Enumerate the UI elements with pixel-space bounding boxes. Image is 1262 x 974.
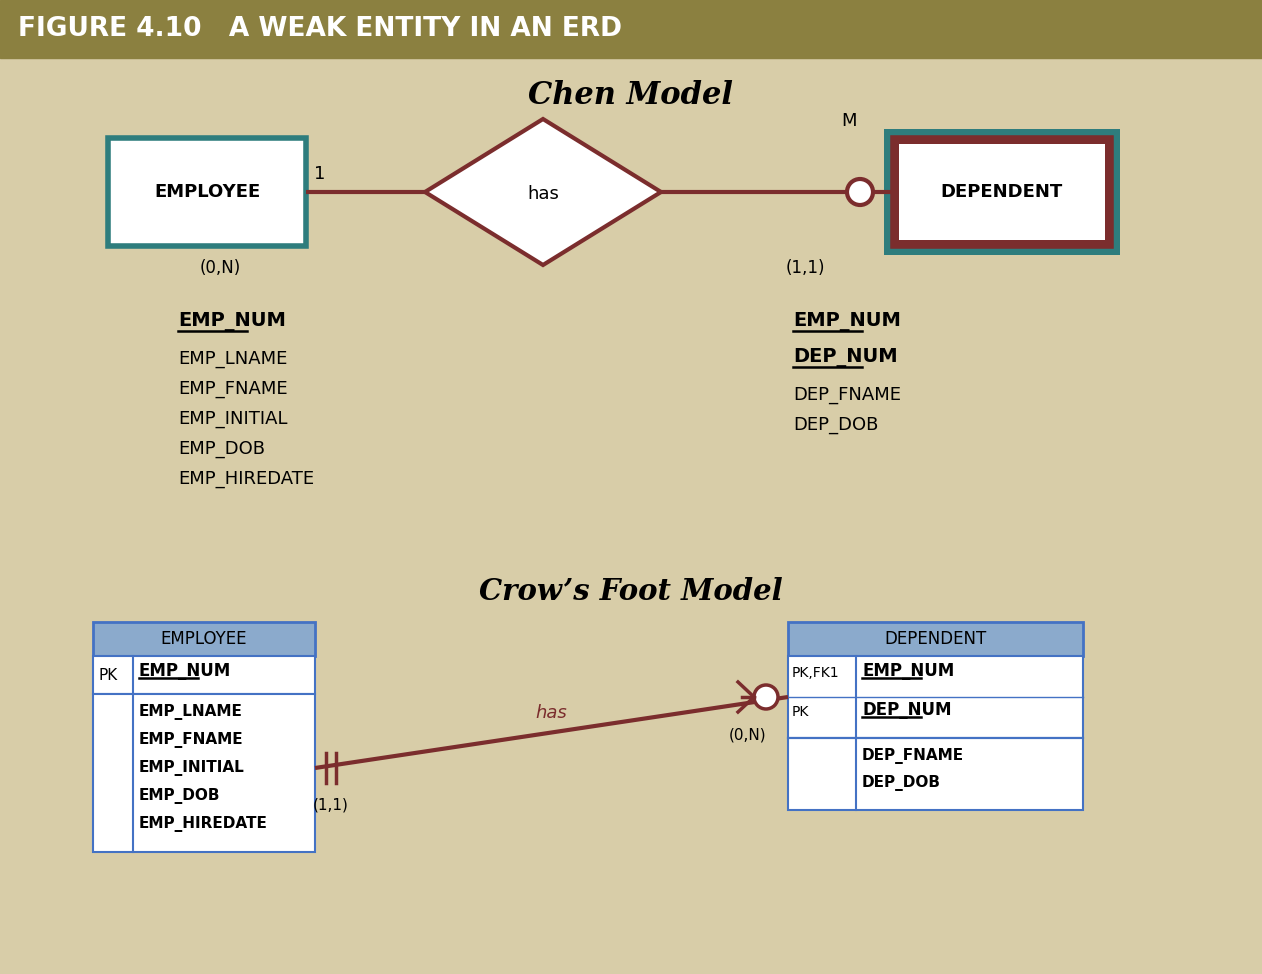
Bar	[899, 144, 1106, 240]
Text: EMPLOYEE: EMPLOYEE	[154, 183, 260, 201]
Text: (0,N): (0,N)	[199, 259, 241, 277]
Text: PK: PK	[793, 705, 809, 719]
Text: PK,FK1: PK,FK1	[793, 666, 839, 680]
Text: EMP_FNAME: EMP_FNAME	[178, 380, 288, 398]
Text: EMP_NUM: EMP_NUM	[178, 312, 286, 331]
Text: M: M	[840, 112, 857, 130]
Text: DEP_DOB: DEP_DOB	[793, 416, 878, 434]
Text: FIGURE 4.10   A WEAK ENTITY IN AN ERD: FIGURE 4.10 A WEAK ENTITY IN AN ERD	[18, 16, 622, 42]
Bar	[787, 622, 1083, 656]
Text: EMP_HIREDATE: EMP_HIREDATE	[178, 470, 314, 488]
Text: EMP_FNAME: EMP_FNAME	[139, 732, 244, 748]
Text: 1: 1	[314, 165, 326, 183]
Bar	[787, 738, 1083, 810]
Text: EMP_HIREDATE: EMP_HIREDATE	[139, 816, 268, 832]
Text: EMP_DOB: EMP_DOB	[178, 440, 265, 458]
Circle shape	[753, 685, 777, 709]
Bar	[93, 656, 316, 694]
Bar	[893, 138, 1111, 246]
Text: Crow’s Foot Model: Crow’s Foot Model	[480, 578, 782, 607]
Bar	[109, 138, 305, 246]
Text: DEP_FNAME: DEP_FNAME	[862, 748, 964, 764]
Bar	[93, 622, 316, 656]
Text: EMP_INITIAL: EMP_INITIAL	[139, 760, 245, 776]
Bar	[93, 694, 316, 852]
Text: EMP_DOB: EMP_DOB	[139, 788, 221, 804]
Polygon shape	[425, 119, 661, 265]
Text: EMP_NUM: EMP_NUM	[139, 662, 231, 680]
Text: EMP_NUM: EMP_NUM	[862, 662, 954, 680]
Text: EMP_NUM: EMP_NUM	[793, 312, 901, 331]
Text: EMP_LNAME: EMP_LNAME	[178, 350, 288, 368]
Bar	[0, 0, 1262, 58]
Circle shape	[847, 179, 873, 205]
Text: has: has	[528, 185, 559, 203]
Text: DEP_DOB: DEP_DOB	[862, 775, 941, 791]
Text: DEPENDENT: DEPENDENT	[941, 183, 1063, 201]
Text: has: has	[535, 703, 568, 722]
Bar	[883, 129, 1119, 255]
Text: DEP_FNAME: DEP_FNAME	[793, 386, 901, 404]
Text: PK: PK	[98, 667, 119, 683]
Text: DEP_NUM: DEP_NUM	[862, 701, 952, 719]
Text: Chen Model: Chen Model	[529, 81, 733, 111]
Text: EMP_LNAME: EMP_LNAME	[139, 704, 242, 720]
Text: DEPENDENT: DEPENDENT	[885, 630, 987, 648]
Text: EMP_INITIAL: EMP_INITIAL	[178, 410, 288, 428]
Text: (1,1): (1,1)	[785, 259, 825, 277]
Text: DEP_NUM: DEP_NUM	[793, 348, 897, 367]
Bar	[787, 656, 1083, 738]
Text: EMPLOYEE: EMPLOYEE	[160, 630, 247, 648]
Text: (1,1): (1,1)	[313, 798, 348, 813]
Text: (0,N): (0,N)	[729, 727, 767, 742]
